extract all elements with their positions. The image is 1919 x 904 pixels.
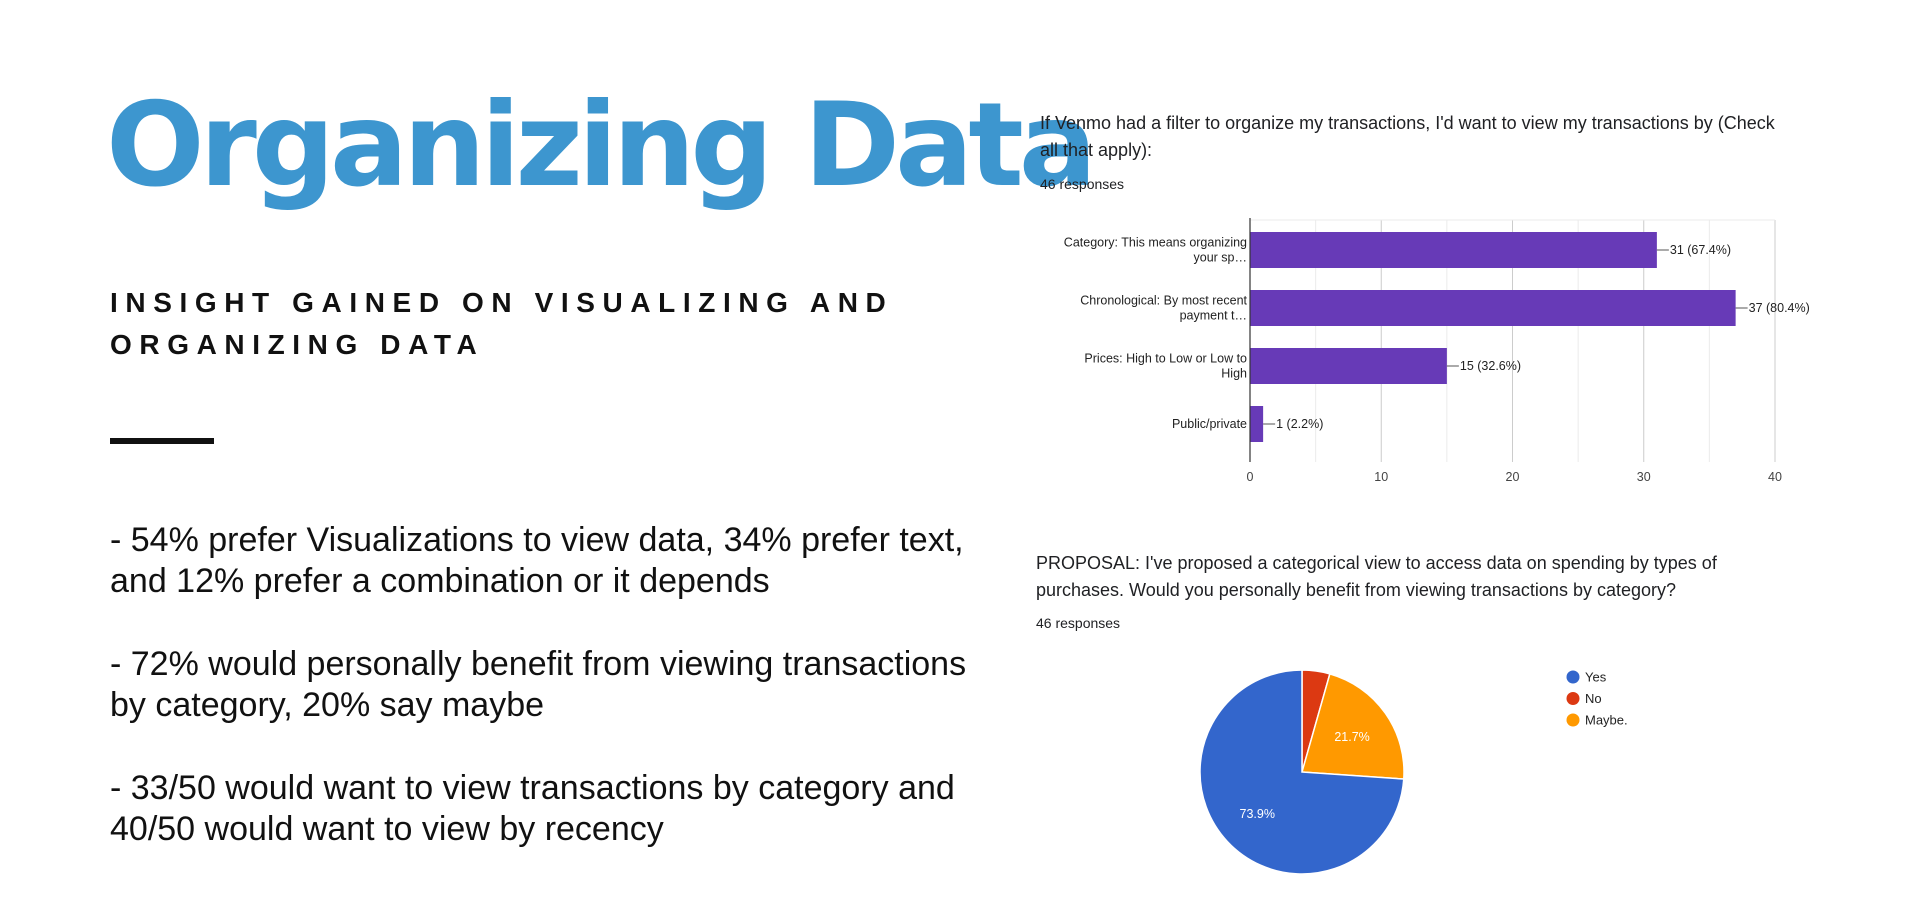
insight-line: and 12% prefer a combination or it depen…: [110, 562, 770, 600]
insight-item: - 72% would personally benefit from view…: [110, 644, 1010, 726]
subtitle-line: INSIGHT GAINED ON VISUALIZING AND: [110, 287, 894, 318]
data-label: 37 (80.4%): [1749, 301, 1810, 315]
legend-swatch: [1566, 692, 1580, 705]
pie-slice: [1199, 669, 1405, 875]
category-label: High: [1221, 367, 1247, 381]
bar-chart-responses: 46 responses: [1040, 176, 1125, 192]
insight-line: - 54% prefer Visualizations to view data…: [110, 521, 964, 559]
bar: [1250, 406, 1264, 442]
data-label: 31 (67.4%): [1670, 243, 1731, 257]
subtitle-line: ORGANIZING DATA: [110, 329, 485, 360]
category-label: Category: This means organizing: [1064, 236, 1247, 250]
data-label: 15 (32.6%): [1460, 359, 1521, 373]
pie-chart-question: PROPOSAL: I've proposed a categorical vi…: [1036, 550, 1836, 604]
page-title: Organizing Data: [106, 78, 1097, 213]
x-tick-label: 40: [1768, 470, 1782, 484]
x-tick-label: 0: [1247, 470, 1254, 484]
category-label: Prices: High to Low or Low to: [1084, 352, 1247, 366]
bar: [1250, 290, 1736, 326]
legend-swatch: [1566, 713, 1580, 727]
insight-item: - 33/50 would want to view transactions …: [110, 768, 1010, 850]
x-tick-label: 30: [1637, 470, 1651, 484]
category-label: payment t…: [1180, 309, 1247, 323]
x-tick-label: 10: [1374, 470, 1388, 484]
legend-label: Yes: [1585, 670, 1607, 685]
question-line: If Venmo had a filter to organize my tra…: [1040, 113, 1775, 133]
question-line: purchases. Would you personally benefit …: [1036, 580, 1677, 600]
insight-item: - 54% prefer Visualizations to view data…: [110, 520, 1010, 602]
legend-label: Maybe.: [1585, 713, 1628, 728]
category-label: Chronological: By most recent: [1080, 294, 1247, 308]
data-label: 1 (2.2%): [1276, 417, 1323, 431]
bar: [1250, 348, 1447, 384]
bar-chart-question: If Venmo had a filter to organize my tra…: [1040, 110, 1840, 164]
divider-rule: [110, 438, 214, 444]
pie-chart: 21.7% 73.9% Yes No Maybe.: [1199, 669, 1628, 875]
category-label: your sp…: [1194, 251, 1248, 265]
slice-label: 73.9%: [1240, 807, 1275, 821]
pie-slice: [1301, 672, 1405, 780]
legend-swatch: [1566, 670, 1580, 684]
question-line: all that apply):: [1040, 140, 1153, 160]
legend-label: No: [1585, 691, 1602, 706]
insight-line: by category, 20% say maybe: [110, 686, 545, 724]
slice-label: 21.7%: [1334, 730, 1369, 744]
subtitle: INSIGHT GAINED ON VISUALIZING AND ORGANI…: [110, 282, 910, 366]
x-tick-label: 20: [1506, 470, 1520, 484]
category-label: Public/private: [1172, 417, 1247, 431]
insight-line: 40/50 would want to view by recency: [110, 810, 664, 848]
question-line: PROPOSAL: I've proposed a categorical vi…: [1036, 553, 1717, 573]
insight-list: - 54% prefer Visualizations to view data…: [110, 520, 1010, 892]
pie-chart-responses: 46 responses: [1036, 615, 1121, 631]
insight-line: - 72% would personally benefit from view…: [110, 645, 967, 683]
bar: [1250, 232, 1657, 268]
insight-line: - 33/50 would want to view transactions …: [110, 769, 955, 807]
